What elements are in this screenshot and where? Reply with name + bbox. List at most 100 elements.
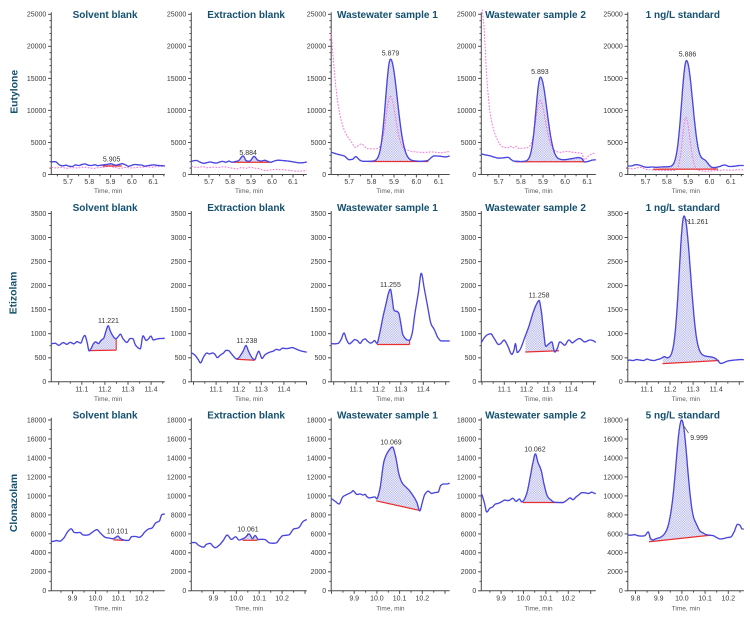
svg-text:5.7: 5.7 (63, 179, 73, 186)
svg-text:4000: 4000 (171, 550, 187, 557)
svg-text:10.1: 10.1 (112, 596, 126, 603)
svg-text:12000: 12000 (167, 474, 187, 481)
svg-text:11.4: 11.4 (710, 387, 723, 394)
svg-text:5.893: 5.893 (531, 69, 549, 76)
svg-text:Wastewater sample 2: Wastewater sample 2 (485, 10, 586, 21)
svg-text:2000: 2000 (31, 569, 47, 576)
svg-text:2500: 2500 (31, 259, 47, 266)
svg-text:14000: 14000 (307, 455, 327, 462)
svg-text:8000: 8000 (607, 512, 623, 519)
svg-text:5000: 5000 (461, 140, 477, 147)
svg-text:Time, min: Time, min (235, 605, 264, 612)
svg-text:10.1: 10.1 (698, 596, 712, 603)
svg-text:2000: 2000 (171, 569, 187, 576)
svg-text:5.9: 5.9 (106, 179, 116, 186)
svg-text:10.061: 10.061 (237, 527, 259, 534)
svg-text:16000: 16000 (167, 436, 187, 443)
svg-text:8000: 8000 (461, 512, 477, 519)
svg-text:0: 0 (42, 172, 46, 179)
svg-text:500: 500 (465, 355, 477, 362)
svg-text:5.8: 5.8 (225, 179, 235, 186)
svg-text:11.4: 11.4 (565, 387, 578, 394)
svg-text:10000: 10000 (457, 493, 477, 500)
svg-text:18000: 18000 (167, 417, 187, 424)
svg-text:2000: 2000 (607, 569, 623, 576)
svg-text:12000: 12000 (307, 474, 327, 481)
svg-text:18000: 18000 (307, 417, 327, 424)
svg-text:0: 0 (472, 172, 476, 179)
svg-text:10000: 10000 (27, 108, 47, 115)
svg-text:1000: 1000 (607, 331, 623, 338)
svg-text:3500: 3500 (311, 211, 327, 218)
svg-text:Solvent blank: Solvent blank (73, 10, 138, 21)
svg-text:3500: 3500 (461, 211, 477, 218)
svg-text:10.101: 10.101 (107, 528, 129, 535)
svg-text:11.3: 11.3 (687, 387, 700, 394)
svg-text:11.1: 11.1 (498, 387, 511, 394)
svg-text:5.7: 5.7 (344, 179, 354, 186)
svg-text:0: 0 (182, 379, 186, 386)
svg-text:500: 500 (611, 355, 623, 362)
svg-text:11.3: 11.3 (121, 387, 134, 394)
svg-text:2000: 2000 (171, 283, 187, 290)
svg-text:18000: 18000 (603, 417, 623, 424)
svg-text:0: 0 (322, 588, 326, 595)
svg-text:10.2: 10.2 (721, 596, 735, 603)
svg-text:6.1: 6.1 (288, 179, 298, 186)
svg-text:10.2: 10.2 (561, 596, 575, 603)
svg-text:Clonazolam: Clonazolam (9, 474, 20, 532)
svg-text:2500: 2500 (311, 259, 327, 266)
svg-text:Time, min: Time, min (94, 605, 123, 612)
svg-text:1000: 1000 (311, 331, 327, 338)
svg-text:6000: 6000 (31, 531, 47, 538)
svg-text:6000: 6000 (311, 531, 327, 538)
svg-text:2000: 2000 (31, 283, 47, 290)
svg-text:16000: 16000 (27, 436, 47, 443)
svg-text:16000: 16000 (457, 436, 477, 443)
svg-text:1500: 1500 (461, 307, 477, 314)
svg-text:Extraction blank: Extraction blank (207, 410, 285, 421)
svg-text:5000: 5000 (31, 140, 47, 147)
svg-text:20000: 20000 (603, 44, 623, 51)
svg-text:11.1: 11.1 (350, 387, 363, 394)
svg-text:5.8: 5.8 (516, 179, 526, 186)
svg-text:0: 0 (182, 172, 186, 179)
svg-text:Solvent blank: Solvent blank (73, 410, 138, 421)
svg-text:20000: 20000 (167, 44, 187, 51)
svg-text:11.1: 11.1 (640, 387, 653, 394)
svg-text:2000: 2000 (311, 283, 327, 290)
svg-text:2000: 2000 (461, 283, 477, 290)
svg-text:Time, min: Time, min (672, 605, 701, 612)
svg-text:20000: 20000 (307, 44, 327, 51)
svg-text:0: 0 (619, 379, 623, 386)
svg-text:5000: 5000 (607, 140, 623, 147)
svg-text:14000: 14000 (603, 455, 623, 462)
svg-text:20000: 20000 (457, 44, 477, 51)
svg-text:10.1: 10.1 (393, 596, 407, 603)
svg-text:11.258: 11.258 (529, 292, 550, 299)
svg-text:Wastewater sample 1: Wastewater sample 1 (337, 10, 438, 21)
svg-text:2000: 2000 (607, 283, 623, 290)
svg-text:3500: 3500 (31, 211, 47, 218)
svg-text:9.9: 9.9 (349, 596, 359, 603)
svg-text:Wastewater sample 1: Wastewater sample 1 (337, 410, 438, 421)
svg-text:Time, min: Time, min (672, 188, 701, 195)
svg-text:3000: 3000 (607, 235, 623, 242)
svg-text:0: 0 (619, 172, 623, 179)
svg-text:10.0: 10.0 (229, 596, 243, 603)
svg-text:5.905: 5.905 (103, 157, 121, 164)
svg-text:9.999: 9.999 (690, 435, 708, 442)
svg-text:Time, min: Time, min (376, 605, 405, 612)
svg-text:16000: 16000 (603, 436, 623, 443)
svg-text:11.1: 11.1 (210, 387, 223, 394)
svg-text:5.879: 5.879 (382, 50, 400, 57)
svg-text:2500: 2500 (607, 259, 623, 266)
svg-text:5.7: 5.7 (494, 179, 504, 186)
svg-text:10.069: 10.069 (380, 439, 402, 446)
svg-text:15000: 15000 (603, 76, 623, 83)
svg-text:1 ng/L standard: 1 ng/L standard (646, 203, 720, 214)
svg-text:Time, min: Time, min (524, 188, 553, 195)
svg-text:Extraction blank: Extraction blank (207, 10, 285, 21)
svg-text:9.8: 9.8 (631, 596, 641, 603)
svg-text:3500: 3500 (607, 211, 623, 218)
